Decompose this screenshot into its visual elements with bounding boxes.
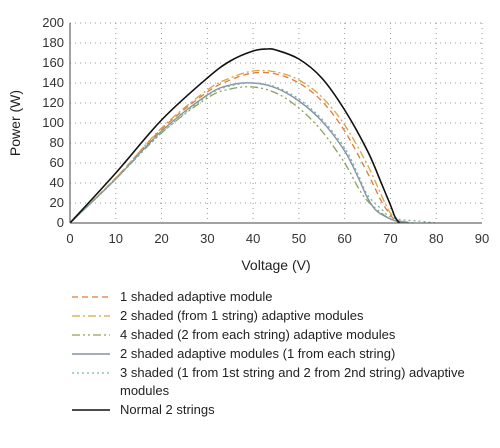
y-tick-label: 120: [42, 95, 64, 110]
y-tick-label: 80: [50, 135, 64, 150]
y-tick-label: 200: [42, 15, 64, 30]
y-tick-label: 100: [42, 115, 64, 130]
legend-item: 3 shaded (1 from 1st string and 2 from 2…: [70, 364, 495, 400]
y-tick-label: 40: [50, 175, 64, 190]
legend-swatch: [72, 409, 110, 411]
y-tick-label: 140: [42, 75, 64, 90]
series-line-2: [69, 69, 409, 224]
legend-swatch: [72, 315, 110, 317]
x-tick-label: 40: [246, 231, 260, 246]
legend-item: 4 shaded (2 from each string) adaptive m…: [70, 326, 495, 344]
legend-item: 2 shaded adaptive modules (1 from each s…: [70, 345, 495, 363]
legend-swatch: [72, 353, 110, 355]
power-voltage-chart: 0 10 20 30 40 50 60 70 80 90 0 20 40 60 80 100 120 140 16…: [7, 15, 489, 273]
y-tick-label: 180: [42, 35, 64, 50]
chart-legend: 1 shaded adaptive module 2 shaded (from 1…: [70, 288, 495, 420]
legend-label: Normal 2 strings: [120, 402, 215, 417]
legend-label: 2 shaded (from 1 string) adaptive module…: [120, 308, 364, 323]
x-axis-title: Voltage (V): [241, 257, 310, 273]
y-tick-label: 160: [42, 55, 64, 70]
series-line-6: [69, 48, 401, 224]
series-line-1: [69, 71, 400, 224]
x-tick-label: 10: [109, 231, 123, 246]
legend-item: Normal 2 strings: [70, 401, 495, 419]
legend-label: 4 shaded (2 from each string) adaptive m…: [120, 327, 396, 342]
legend-item: 1 shaded adaptive module: [70, 288, 495, 306]
x-tick-label: 0: [66, 231, 73, 246]
legend-swatch: [72, 296, 110, 298]
legend-item: 2 shaded (from 1 string) adaptive module…: [70, 307, 495, 325]
chart-axes: [69, 23, 482, 224]
legend-label: 2 shaded adaptive modules (1 from each s…: [120, 346, 396, 361]
series-line-4: [69, 82, 409, 224]
legend-swatch: [72, 372, 110, 374]
legend-swatch: [72, 334, 110, 336]
y-tick-label: 0: [57, 215, 64, 230]
x-tick-labels: 0 10 20 30 40 50 60 70 80 90: [66, 231, 489, 246]
chart-grid: [70, 22, 483, 223]
legend-label: 3 shaded (1 from 1st string and 2 from 2…: [120, 365, 465, 398]
series-line-5: [69, 82, 437, 224]
y-tick-label: 60: [50, 155, 64, 170]
x-tick-label: 80: [429, 231, 443, 246]
chart-series: [69, 48, 437, 224]
x-tick-label: 50: [292, 231, 306, 246]
y-tick-labels: 0 20 40 60 80 100 120 140 160 180 200: [42, 15, 64, 230]
x-tick-label: 60: [337, 231, 351, 246]
x-tick-label: 90: [475, 231, 489, 246]
y-axis-title: Power (W): [7, 90, 23, 156]
y-tick-label: 20: [50, 195, 64, 210]
x-tick-label: 30: [200, 231, 214, 246]
x-tick-label: 20: [154, 231, 168, 246]
legend-label: 1 shaded adaptive module: [120, 289, 273, 304]
x-tick-label: 70: [383, 231, 397, 246]
